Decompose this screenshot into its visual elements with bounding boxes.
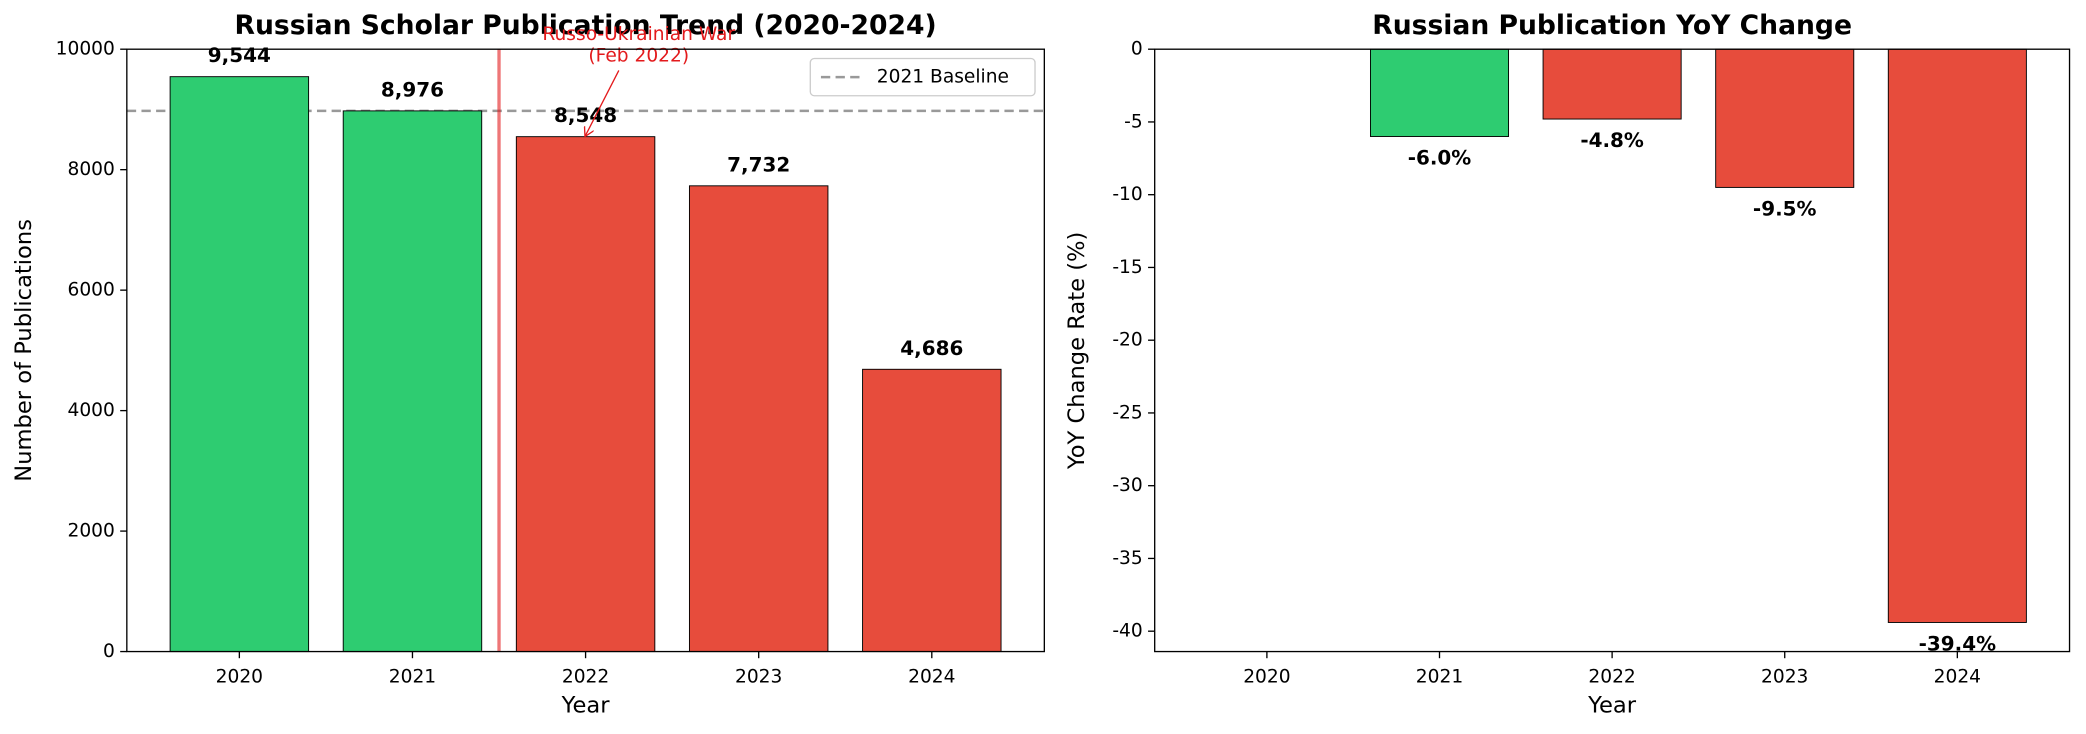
x-axis-label: Year — [561, 693, 611, 719]
x-tick-label: 2021 — [1416, 666, 1463, 687]
bar — [169, 76, 310, 653]
y-axis-label: YoY Change Rate (%) — [1064, 232, 1090, 470]
value-label: 7,732 — [727, 152, 790, 176]
y-tick-label: 10000 — [56, 39, 115, 60]
x-tick-label: 2022 — [1588, 666, 1635, 687]
value-label: 8,548 — [554, 103, 617, 127]
axes-frame — [1154, 48, 2071, 653]
y-tick-label: -5 — [1124, 111, 1143, 132]
x-tick-label: 2023 — [735, 666, 782, 687]
x-tick-label: 2020 — [1243, 666, 1290, 687]
y-tick-label: 8000 — [67, 159, 114, 180]
y-tick-label: 6000 — [67, 280, 114, 301]
y-tick-label: -35 — [1112, 548, 1142, 569]
bar — [1542, 48, 1682, 120]
bar — [342, 110, 483, 653]
bar — [1369, 48, 1510, 137]
y-axis-label: Number of Publications — [11, 219, 37, 482]
annotation-text: (Feb 2022) — [588, 45, 689, 66]
chart-title: Russian Publication YoY Change — [1372, 10, 1852, 41]
bar — [688, 185, 829, 653]
y-tick-label: -15 — [1112, 257, 1142, 278]
axes-frame — [126, 48, 1045, 653]
y-tick-label: 0 — [1131, 39, 1143, 60]
legend-label[interactable]: 2021 Baseline — [877, 67, 1009, 88]
bar — [862, 368, 1002, 653]
y-tick-label: -40 — [1112, 621, 1142, 642]
x-tick-label: 2024 — [908, 666, 955, 687]
value-label: 9,544 — [208, 43, 271, 67]
y-tick-label: -20 — [1112, 330, 1142, 351]
bar — [1887, 48, 2027, 623]
y-tick-label: -30 — [1112, 475, 1142, 496]
bar — [515, 136, 656, 653]
chart-title: Russian Scholar Publication Trend (2020-… — [235, 10, 937, 41]
value-label: -4.8% — [1580, 128, 1644, 152]
x-axis-label: Year — [1587, 693, 1637, 719]
y-tick-label: -25 — [1112, 402, 1142, 423]
annotation-arrow — [586, 70, 620, 135]
x-tick-label: 2023 — [1761, 666, 1808, 687]
y-tick-label: -10 — [1112, 184, 1142, 205]
value-label: -6.0% — [1408, 146, 1472, 170]
x-tick-label: 2020 — [216, 666, 263, 687]
bar — [1715, 48, 1855, 188]
x-tick-label: 2022 — [562, 666, 609, 687]
value-label: -9.5% — [1753, 197, 1817, 221]
legend-box — [809, 57, 1036, 97]
y-tick-label: 4000 — [67, 400, 114, 421]
value-label: 4,686 — [900, 336, 963, 360]
y-tick-label: 2000 — [67, 521, 114, 542]
annotation-text: Russo-Ukrainian War — [542, 24, 735, 45]
x-tick-label: 2024 — [1934, 666, 1981, 687]
y-tick-label: 0 — [103, 641, 115, 662]
value-label: 8,976 — [381, 77, 444, 101]
x-tick-label: 2021 — [389, 666, 436, 687]
